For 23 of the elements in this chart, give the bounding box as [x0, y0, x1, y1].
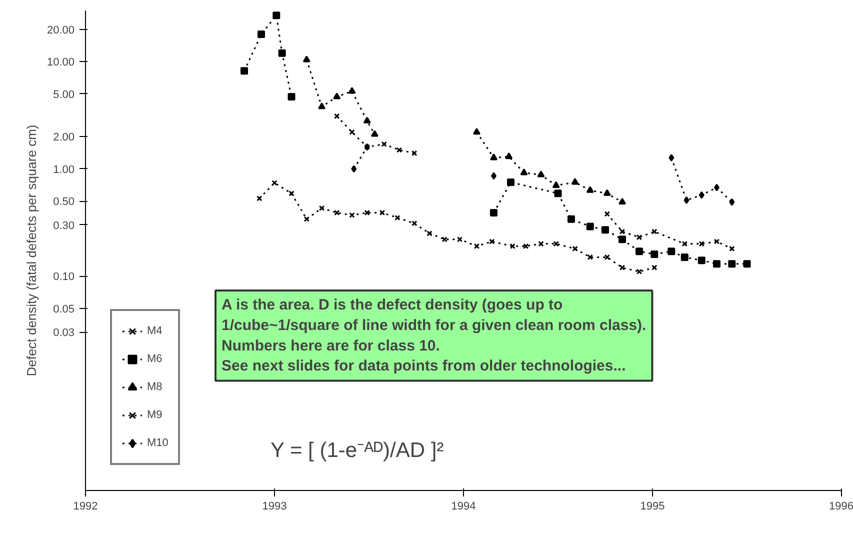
y-tick-label: 0.10: [53, 271, 75, 284]
legend-label: M9: [147, 409, 164, 421]
y-tick-label: 2.00: [53, 132, 75, 144]
y-tick-label: 5.00: [53, 88, 75, 101]
y-tick-label: 0.03: [53, 327, 75, 340]
annotation: Y = [ (1-e⁻ᴬᴰ)/AD ]²: [270, 439, 444, 462]
y-tick-label: 20.00: [46, 24, 75, 36]
x-tick-label: 1995: [640, 500, 665, 512]
y-tick-label: 10.00: [46, 56, 75, 69]
y-axis-title: Defect density (fatal defects per square cm): [24, 124, 39, 376]
x-tick-label: 1994: [451, 500, 476, 512]
x-tick-label: 1996: [829, 500, 853, 512]
y-tick-label: 0.30: [53, 220, 75, 232]
y-tick-label: 0.50: [53, 196, 75, 208]
y-tick-label: 0.05: [53, 303, 75, 316]
legend-label: M6: [147, 353, 164, 365]
x-tick-label: 1993: [262, 500, 287, 512]
y-tick-label: 1.00: [53, 164, 75, 176]
legend-label: M4: [147, 325, 164, 337]
annotation: A is the area. D is the defect density (goes up to 1/cube~1/square of line width for a given clean room class). Numbers here are for class 10. See next slides for data points from older technologies...: [222, 296, 646, 375]
x-tick-label: 1992: [73, 500, 98, 512]
legend-label: M10: [147, 437, 168, 449]
legend-label: M8: [147, 381, 164, 393]
